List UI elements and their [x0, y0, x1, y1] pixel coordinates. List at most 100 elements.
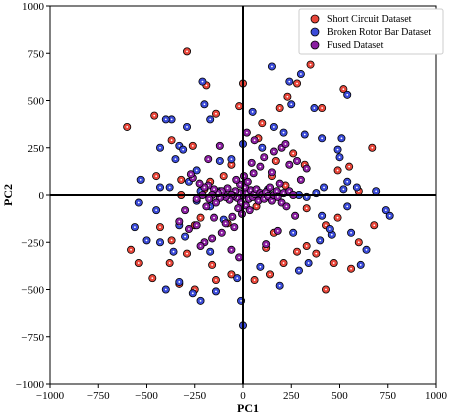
data-point-center [203, 103, 206, 106]
data-point-center [321, 137, 324, 140]
data-point-center [218, 196, 221, 199]
data-point-center [278, 284, 281, 287]
data-point-center [186, 252, 188, 255]
data-point-center [245, 192, 248, 195]
data-point-center [259, 265, 262, 268]
data-point-center [286, 95, 289, 98]
data-point-center [319, 239, 322, 242]
data-point-center [292, 152, 295, 155]
data-point-center [226, 187, 229, 190]
data-point-center [159, 241, 161, 244]
data-point-center [130, 248, 132, 251]
axes: −1000 −750 −500 −250 0 250 500 750 1000 −1000 −750… [16, 1, 448, 402]
data-point-center [159, 146, 161, 149]
data-point-center [348, 165, 351, 168]
data-point-center [155, 175, 158, 178]
data-point-center [172, 250, 175, 253]
data-point-center [300, 73, 302, 75]
data-point-center [170, 118, 173, 121]
data-point-center [388, 214, 391, 217]
data-point-center [230, 248, 233, 251]
data-point-center [346, 180, 349, 183]
data-point-center [198, 182, 201, 185]
data-point-center [292, 231, 295, 234]
data-point-center [159, 186, 161, 189]
plot-border [49, 5, 437, 385]
data-point-center [263, 156, 266, 159]
data-point-center [230, 163, 233, 166]
data-point-center [288, 80, 291, 83]
data-point-center [272, 150, 275, 153]
plot-frame [49, 5, 437, 385]
data-point-center [338, 156, 341, 159]
legend-marker-broken-rotor-bar [310, 27, 320, 37]
data-point-center [215, 201, 217, 204]
x-tick-label: 250 [283, 390, 300, 402]
data-point-center [321, 214, 324, 217]
y-tick-label: −500 [21, 285, 44, 297]
data-point-center [231, 215, 234, 218]
data-point-center [315, 252, 318, 255]
data-point-center [296, 160, 298, 162]
data-point-center [235, 178, 238, 181]
data-point-center [305, 167, 308, 170]
data-point-center [170, 239, 173, 242]
data-point-center [168, 262, 171, 264]
data-point-center [178, 144, 181, 147]
data-point-center [265, 243, 268, 246]
x-tick-label: −250 [183, 390, 206, 402]
data-point-center [222, 175, 225, 178]
data-point-center [203, 241, 206, 244]
data-point-center [126, 126, 129, 128]
data-points [123, 47, 394, 330]
x-tick-label: −750 [87, 390, 110, 402]
data-point-center [346, 93, 349, 96]
data-point-center [274, 160, 277, 162]
data-point-center [153, 114, 156, 117]
data-point-center [246, 180, 249, 183]
data-point-center [350, 231, 352, 234]
data-point-center [336, 148, 339, 151]
data-point-center [244, 204, 247, 207]
data-point-center [290, 103, 293, 106]
data-point-center [220, 231, 223, 234]
data-point-center [375, 190, 378, 193]
data-point-center [238, 105, 241, 108]
data-point-center [151, 277, 154, 280]
data-point-center [218, 160, 221, 162]
data-point-center [239, 183, 242, 186]
x-tick-label: 750 [380, 390, 397, 402]
data-point-center [276, 195, 279, 198]
data-point-center [191, 144, 194, 147]
data-point-center [280, 146, 283, 149]
data-point-center [384, 209, 387, 212]
data-point-center [251, 110, 254, 113]
data-point-center [350, 267, 352, 270]
data-point-center [255, 205, 258, 208]
data-point-center [373, 224, 376, 227]
data-point-center [213, 216, 215, 219]
data-point-center [271, 171, 273, 174]
data-point-center [164, 288, 167, 291]
data-point-center [284, 184, 287, 187]
data-point-center [278, 107, 281, 109]
legend-label-fused: Fused Dataset [327, 40, 384, 51]
legend-marker-short-circuit [310, 14, 320, 24]
data-point-center [330, 233, 333, 236]
data-point-center [309, 63, 312, 66]
data-point-center [215, 279, 217, 281]
data-point-center [365, 248, 368, 251]
y-tick-label: 750 [28, 48, 45, 60]
y-tick-label: −750 [21, 332, 44, 344]
data-point-center [236, 277, 239, 280]
data-point-center [325, 288, 327, 291]
x-tick-label: 0 [240, 390, 246, 402]
data-point-center [271, 199, 273, 202]
data-point-center [195, 169, 198, 172]
series-0 [123, 47, 379, 294]
data-point-center [342, 88, 345, 91]
data-point-center [180, 178, 183, 181]
data-point-center [170, 139, 173, 142]
data-point-center [305, 245, 308, 247]
